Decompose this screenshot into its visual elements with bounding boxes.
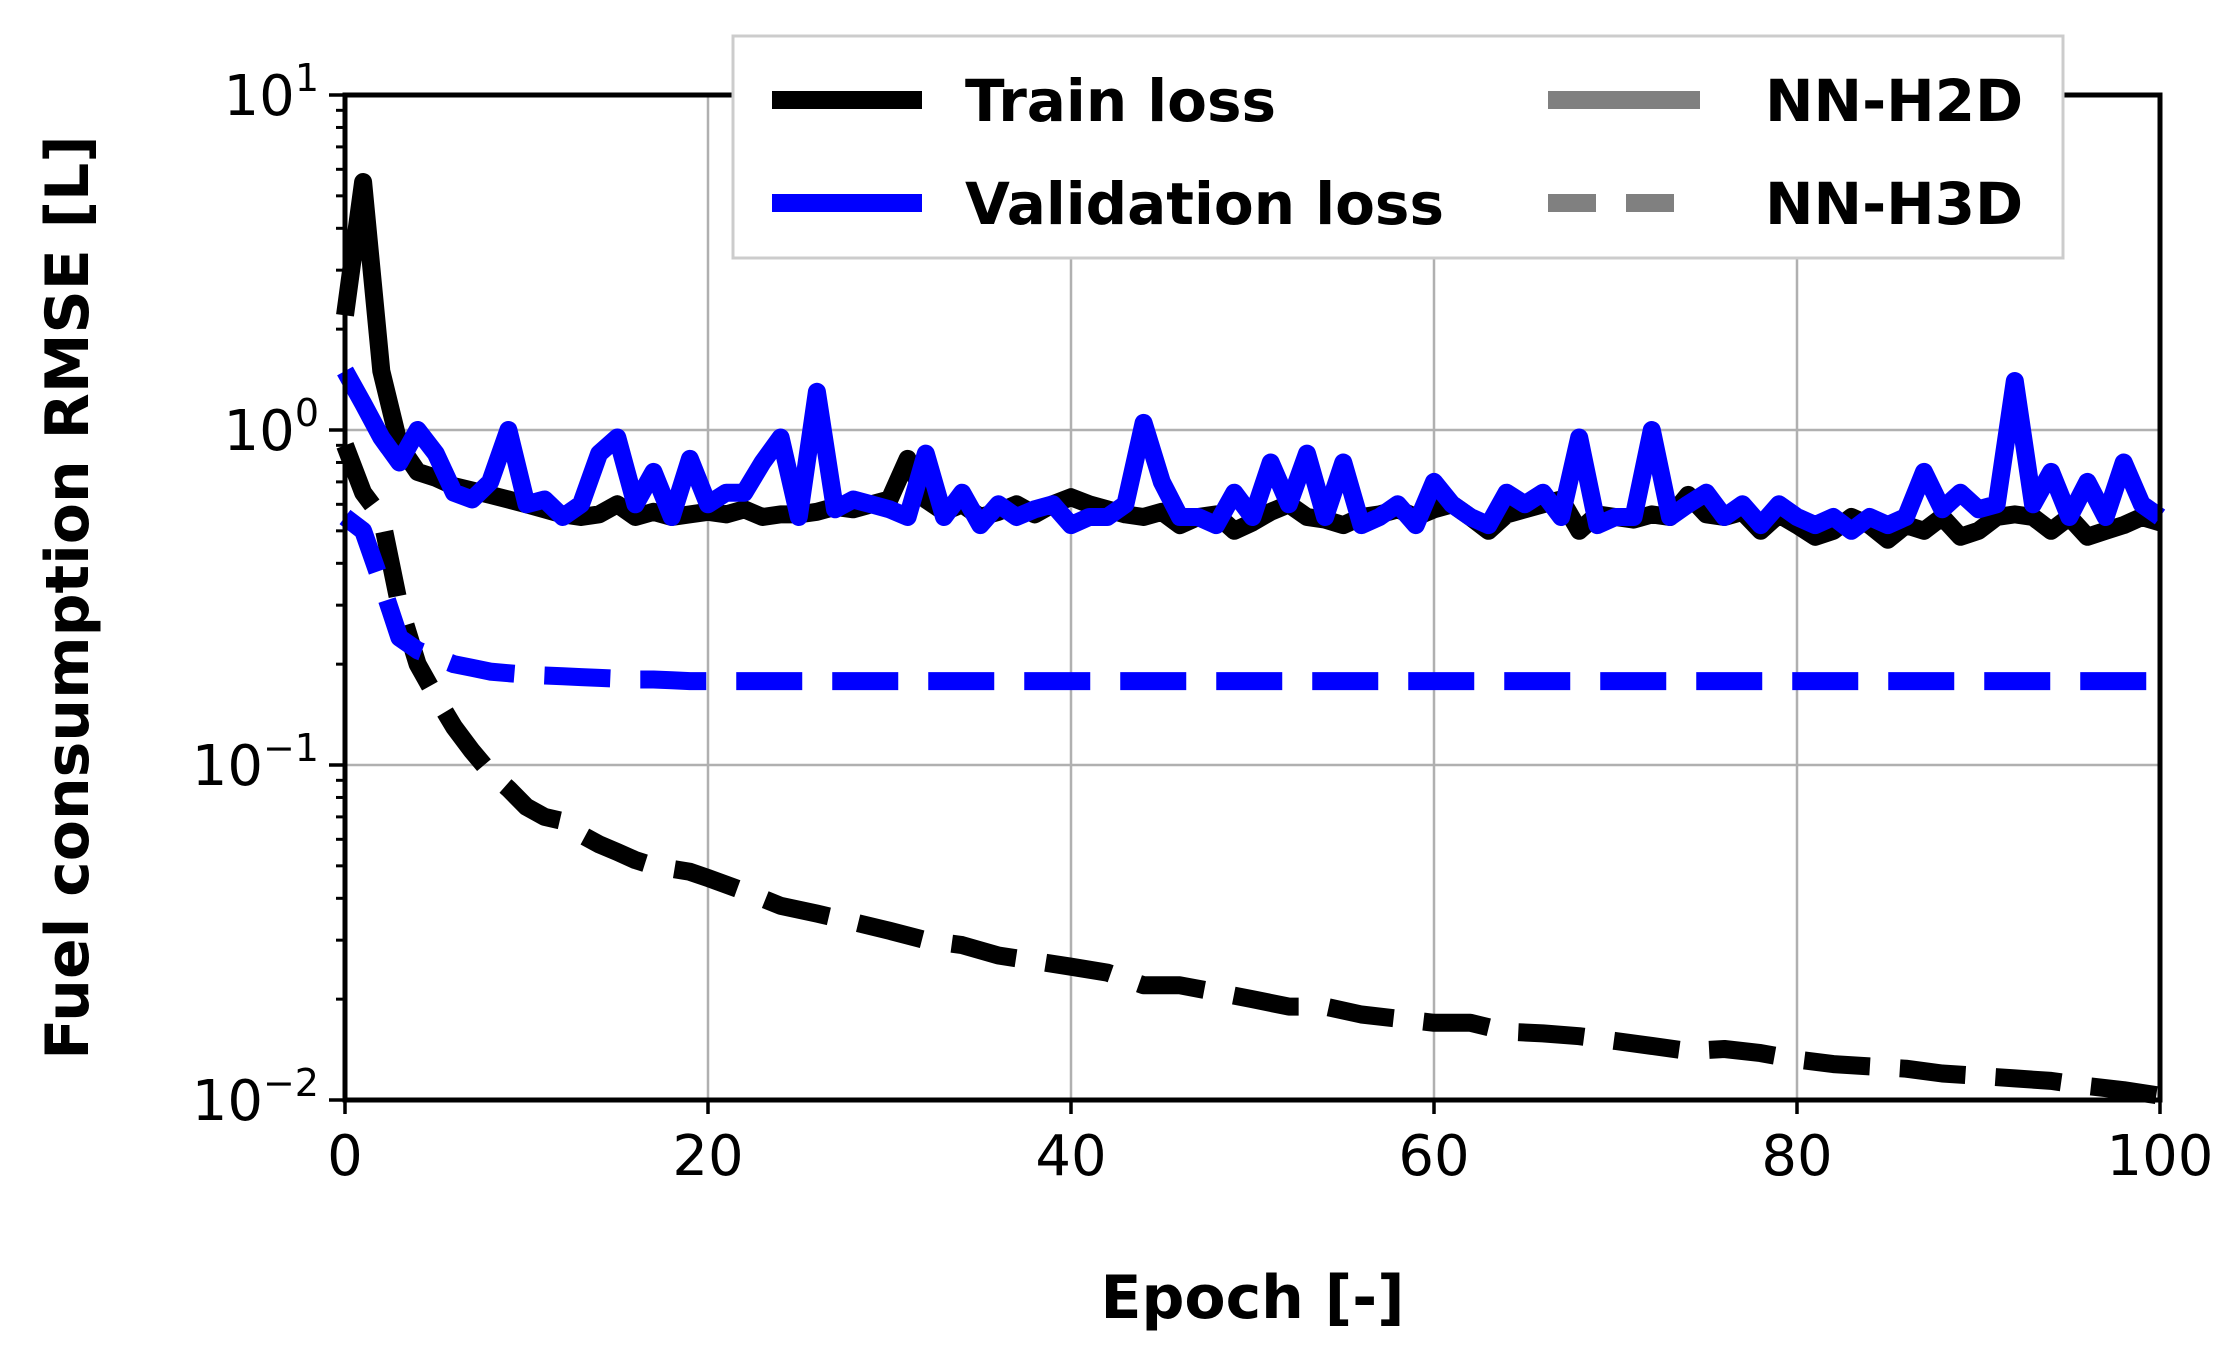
x-tick-label-3: 60: [1398, 1124, 1469, 1189]
x-axis-label: Epoch [-]: [1100, 1263, 1404, 1333]
legend-label-validation-loss: Validation loss: [965, 170, 1444, 238]
series-line-train-loss-nn-h3d: [336, 442, 2162, 1105]
x-tick-label-0: 0: [327, 1124, 363, 1189]
legend-label-nn-h3d: NN-H3D: [1765, 170, 2023, 238]
x-tick-label-4: 80: [1761, 1124, 1832, 1189]
x-tick-label-2: 40: [1035, 1124, 1106, 1189]
legend-label-nn-h2d: NN-H2D: [1765, 67, 2023, 135]
legend-box: [731, 34, 2065, 260]
series-line-validation-loss-nn-h3d: [339, 509, 2160, 691]
legend-label-train-loss: Train loss: [965, 67, 1276, 135]
x-tick-label-5: 100: [2107, 1124, 2214, 1189]
series-line-validation-loss-nn-h2d: [337, 366, 2166, 540]
y-axis-label: Fuel consumption RMSE [L]: [33, 135, 103, 1059]
x-tick-label-1: 20: [672, 1124, 743, 1189]
legend: Train loss Validation loss NN-H2D NN-H3D: [731, 34, 2065, 260]
series-group: [336, 173, 2166, 1105]
